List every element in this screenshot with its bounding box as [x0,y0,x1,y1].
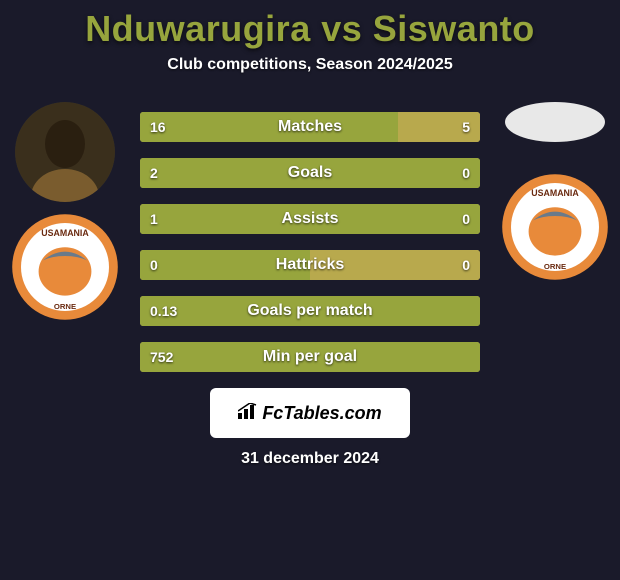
stat-row: 2 0 Goals [140,158,480,188]
stat-row: 0.13 Goals per match [140,296,480,326]
stat-value-left: 1 [150,204,158,234]
stat-value-right: 5 [462,112,470,142]
stat-row: 1 0 Assists [140,204,480,234]
stat-label: Hattricks [276,250,344,280]
bar-fill-left [140,112,398,142]
svg-text:USAMANIA: USAMANIA [531,188,579,198]
stat-value-left: 752 [150,342,173,372]
attribution: FcTables.com [210,388,410,438]
stat-label: Goals per match [247,296,372,326]
player-right-badge: USAMANIA ORNE [500,172,610,282]
player-left-column: USAMANIA ORNE [10,102,120,322]
stat-label: Matches [278,112,342,142]
stat-row: 0 0 Hattricks [140,250,480,280]
page-subtitle: Club competitions, Season 2024/2025 [167,56,452,74]
svg-text:USAMANIA: USAMANIA [41,228,89,238]
attribution-text: FcTables.com [262,403,381,424]
stat-value-right: 0 [462,158,470,188]
stat-value-left: 2 [150,158,158,188]
stat-value-left: 0 [150,250,158,280]
stat-row: 752 Min per goal [140,342,480,372]
svg-text:ORNE: ORNE [544,262,566,271]
stat-label: Min per goal [263,342,357,372]
stat-value-left: 0.13 [150,296,177,326]
stat-row: 16 5 Matches [140,112,480,142]
chart-icon [238,403,258,424]
stats-bars: 16 5 Matches 2 0 Goals 1 0 Assists 0 0 Hattricks 0.1… [140,112,480,372]
stat-value-left: 16 [150,112,166,142]
player-right-column: USAMANIA ORNE [500,102,610,282]
player-left-avatar [15,102,115,202]
date-text: 31 december 2024 [241,450,379,468]
page-title: Nduwarugira vs Siswanto [85,8,535,50]
stat-value-right: 0 [462,250,470,280]
content-area: USAMANIA ORNE USAMANIA ORNE 16 5 Matches 2 0… [0,112,620,372]
stat-value-right: 0 [462,204,470,234]
player-right-avatar [505,102,605,142]
stat-label: Assists [282,204,339,234]
svg-text:ORNE: ORNE [54,302,76,311]
player-left-badge: USAMANIA ORNE [10,212,120,322]
stat-label: Goals [288,158,332,188]
comparison-card: Nduwarugira vs Siswanto Club competition… [0,0,620,580]
